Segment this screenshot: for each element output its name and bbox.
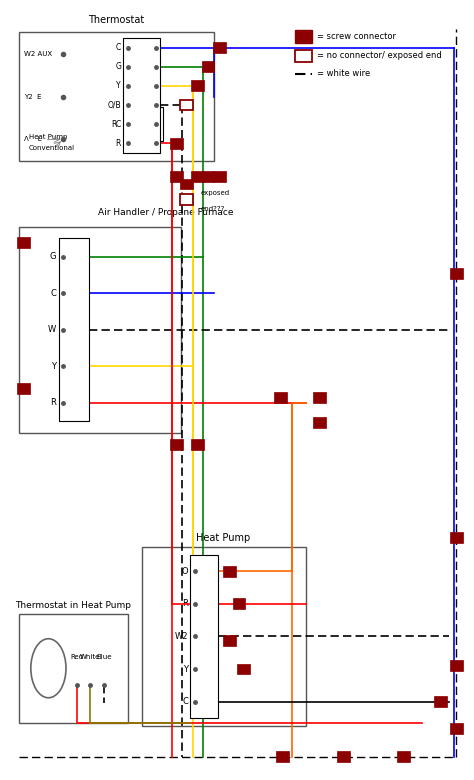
Bar <box>397 751 410 762</box>
Text: Y: Y <box>117 81 121 90</box>
Bar <box>18 384 30 394</box>
Text: Y2  E: Y2 E <box>24 94 41 100</box>
Bar <box>59 239 89 421</box>
Text: R: R <box>182 599 188 608</box>
Text: Air Handler / Propane Furnace: Air Handler / Propane Furnace <box>98 207 233 217</box>
Bar <box>450 268 463 279</box>
Text: Y: Y <box>51 362 56 370</box>
Text: Heat Pump: Heat Pump <box>28 134 67 140</box>
Text: W: W <box>48 325 56 335</box>
Bar <box>313 417 327 428</box>
Text: W: W <box>138 101 146 109</box>
Bar <box>337 751 349 762</box>
Bar <box>123 38 160 153</box>
Bar <box>276 751 290 762</box>
Bar <box>237 664 250 675</box>
Text: C: C <box>50 289 56 298</box>
Bar <box>233 598 246 609</box>
Text: O/B: O/B <box>108 101 121 109</box>
Bar <box>19 227 181 433</box>
Bar <box>213 42 226 53</box>
Text: W2 AUX: W2 AUX <box>24 51 52 57</box>
Text: = screw connector: = screw connector <box>317 32 396 41</box>
Bar <box>19 614 128 722</box>
Text: C: C <box>116 43 121 52</box>
Bar <box>274 392 287 403</box>
Text: G: G <box>139 62 145 71</box>
Bar <box>223 566 236 576</box>
Text: RC: RC <box>111 119 121 129</box>
Bar <box>201 171 214 182</box>
Bar <box>142 547 306 725</box>
Bar <box>170 439 183 450</box>
Bar <box>450 722 463 733</box>
Text: G: G <box>50 252 56 261</box>
Bar <box>294 30 312 43</box>
Text: exposed: exposed <box>201 190 230 196</box>
Text: Λ    L: Λ L <box>24 136 42 142</box>
Text: end???: end??? <box>201 206 225 212</box>
Text: Thermostat in Heat Pump: Thermostat in Heat Pump <box>15 601 131 610</box>
Bar <box>450 532 463 543</box>
Bar <box>313 392 327 403</box>
Text: Y: Y <box>139 81 144 90</box>
Bar <box>180 100 193 111</box>
Text: Red: Red <box>71 654 83 660</box>
Bar <box>213 171 226 182</box>
Bar <box>434 697 447 707</box>
Bar <box>180 179 193 190</box>
Text: R: R <box>139 139 145 148</box>
Bar <box>170 171 183 182</box>
Bar <box>156 107 163 141</box>
Text: O: O <box>182 566 188 576</box>
Text: C: C <box>139 43 145 52</box>
Text: RC: RC <box>137 119 147 129</box>
Bar <box>191 555 218 718</box>
Text: W2: W2 <box>174 632 188 641</box>
Text: Blue: Blue <box>96 654 112 660</box>
Text: Thermostat: Thermostat <box>88 15 145 25</box>
Bar <box>201 62 214 72</box>
Text: Heat Pump: Heat Pump <box>196 533 250 543</box>
Bar <box>18 237 30 248</box>
Text: Conventional: Conventional <box>28 145 74 151</box>
Bar <box>19 33 214 161</box>
Bar <box>180 194 193 205</box>
Text: R: R <box>116 139 121 148</box>
Bar <box>170 138 183 149</box>
Text: White: White <box>80 654 100 660</box>
Bar <box>191 439 204 450</box>
Bar <box>450 661 463 672</box>
Text: = white wire: = white wire <box>317 69 370 78</box>
Text: Y: Y <box>183 665 188 673</box>
Bar <box>191 80 204 91</box>
Text: = no connector/ exposed end: = no connector/ exposed end <box>317 51 441 60</box>
Bar <box>191 171 204 182</box>
Bar <box>294 50 312 62</box>
Text: R: R <box>50 399 56 407</box>
Text: G: G <box>115 62 121 71</box>
Bar <box>223 635 236 646</box>
Text: C: C <box>182 697 188 706</box>
